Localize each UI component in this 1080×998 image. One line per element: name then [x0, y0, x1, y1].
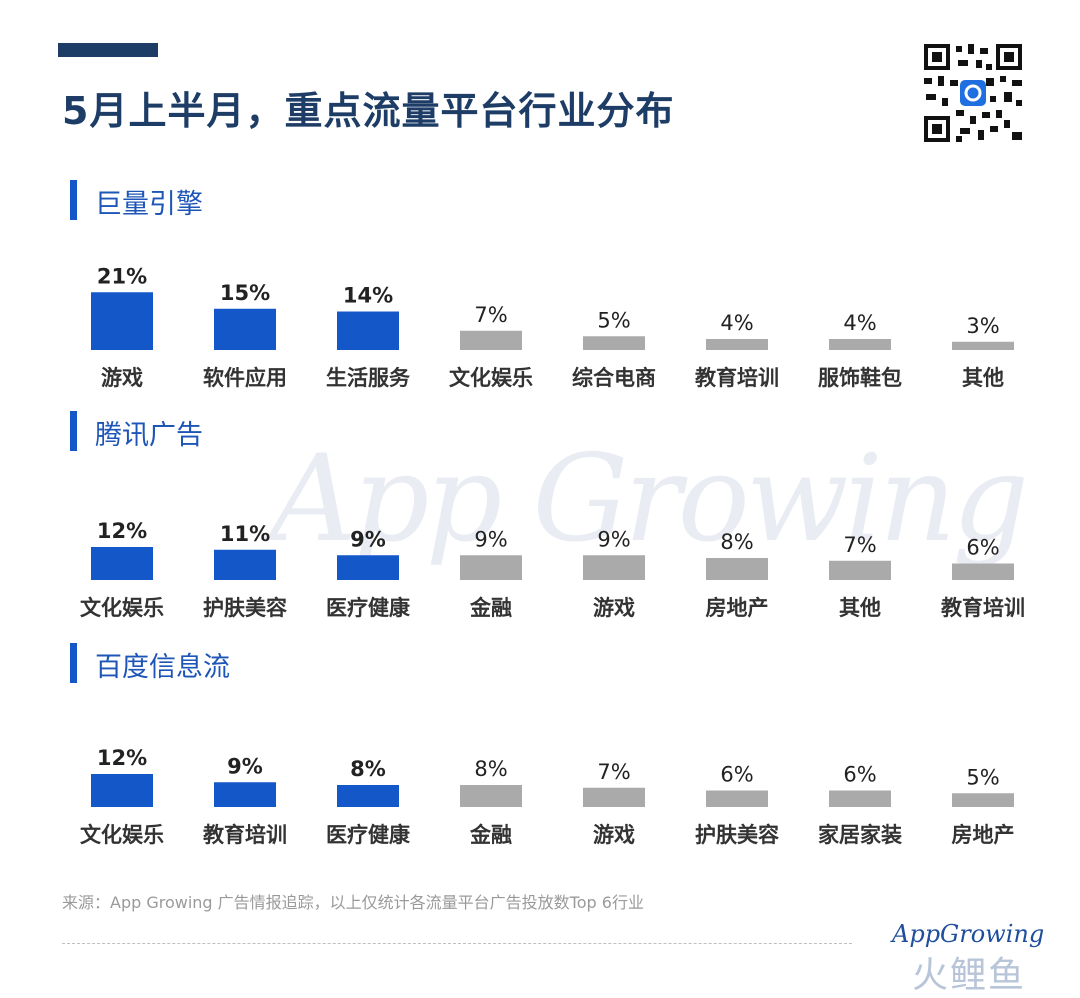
data-label: 9% [350, 527, 386, 551]
category-label: 游戏 [593, 596, 635, 620]
category-label: 房地产 [952, 823, 1015, 847]
chart-baidu: 12% 文化娱乐 9% 教育培训 8% 医疗健康 8% 金融 7% 游戏 6% 护肤美容 6% 家居家装 5… [0, 707, 1080, 855]
bar-房地产 [952, 793, 1014, 807]
bar-教育培训 [952, 563, 1014, 580]
brand-logo-secondary: 火鲤鱼 [912, 955, 1027, 996]
footer-divider [62, 943, 852, 944]
category-label: 家居家装 [818, 823, 902, 847]
category-label: 文化娱乐 [80, 823, 164, 847]
bar-金融 [460, 555, 522, 580]
data-label: 11% [220, 522, 270, 546]
bar-游戏 [583, 555, 645, 580]
data-label: 15% [220, 281, 270, 305]
bar-软件应用 [214, 308, 276, 350]
data-label: 5% [966, 765, 999, 789]
section-title: 百度信息流 [95, 652, 230, 683]
data-label: 7% [843, 533, 876, 557]
category-label: 生活服务 [326, 366, 411, 390]
bar-游戏 [583, 787, 645, 807]
category-label: 教育培训 [695, 366, 779, 390]
data-label: 14% [343, 284, 393, 308]
data-label: 3% [966, 314, 999, 338]
bar-金融 [460, 785, 522, 807]
data-label: 8% [474, 757, 507, 781]
category-label: 其他 [839, 596, 881, 620]
qr-code [920, 40, 1026, 146]
bar-护肤美容 [706, 790, 768, 807]
bar-服饰鞋包 [829, 339, 891, 350]
bar-游戏 [91, 292, 153, 350]
data-label: 7% [474, 303, 507, 327]
category-label: 教育培训 [203, 823, 287, 847]
data-label: 8% [720, 530, 753, 554]
data-label: 7% [597, 760, 630, 784]
bar-教育培训 [214, 782, 276, 807]
data-label: 9% [597, 527, 630, 551]
bar-文化娱乐 [460, 330, 522, 350]
chart-tencent: 12% 文化娱乐 11% 护肤美容 9% 医疗健康 9% 金融 9% 游戏 8% 房地产 7% 其他 6% 教… [0, 480, 1080, 628]
bar-家居家装 [829, 790, 891, 807]
bar-文化娱乐 [91, 774, 153, 807]
bar-护肤美容 [214, 549, 276, 580]
category-label: 护肤美容 [695, 823, 779, 847]
source-note: 来源：App Growing 广告情报追踪，以上仅统计各流量平台广告投放数Top… [62, 893, 644, 912]
category-label: 金融 [469, 596, 512, 620]
category-label: 金融 [469, 823, 512, 847]
data-label: 12% [97, 746, 147, 770]
bar-文化娱乐 [91, 547, 153, 580]
category-label: 游戏 [593, 823, 635, 847]
data-label: 5% [597, 308, 630, 332]
data-label: 21% [97, 264, 147, 288]
bar-医疗健康 [337, 555, 399, 580]
bar-其他 [952, 341, 1014, 350]
category-label: 文化娱乐 [80, 596, 164, 620]
bar-生活服务 [337, 311, 399, 350]
data-label: 8% [350, 757, 386, 781]
data-label: 9% [474, 527, 507, 551]
bar-医疗健康 [337, 785, 399, 807]
bar-综合电商 [583, 336, 645, 350]
page-title: 5月上半月，重点流量平台行业分布 [62, 89, 675, 133]
category-label: 其他 [962, 366, 1004, 390]
data-label: 4% [843, 311, 876, 335]
category-label: 软件应用 [203, 366, 287, 390]
data-label: 4% [720, 311, 753, 335]
category-label: 教育培训 [941, 596, 1025, 620]
section-title: 巨量引擎 [95, 189, 203, 220]
data-label: 9% [227, 754, 263, 778]
section-marker [70, 411, 77, 451]
category-label: 综合电商 [572, 366, 656, 390]
bar-其他 [829, 560, 891, 580]
bar-房地产 [706, 558, 768, 580]
data-label: 6% [720, 763, 753, 787]
chart-juliang: 21% 游戏 15% 软件应用 14% 生活服务 7% 文化娱乐 5% 综合电商 4% 教育培训 4% 服… [0, 250, 1080, 398]
category-label: 护肤美容 [203, 596, 287, 620]
category-label: 文化娱乐 [449, 366, 533, 390]
brand-logo: AppGrowing [892, 920, 1045, 948]
category-label: 医疗健康 [326, 823, 411, 847]
watermark: App Growing [270, 430, 1029, 569]
data-label: 6% [966, 536, 999, 560]
title-accent-bar [58, 43, 158, 57]
data-label: 12% [97, 519, 147, 543]
category-label: 游戏 [101, 366, 143, 390]
data-label: 6% [843, 763, 876, 787]
category-label: 医疗健康 [326, 596, 411, 620]
category-label: 房地产 [706, 596, 769, 620]
category-label: 服饰鞋包 [818, 366, 902, 390]
bar-教育培训 [706, 339, 768, 350]
section-marker [70, 643, 77, 683]
section-marker [70, 180, 77, 220]
section-title: 腾讯广告 [95, 420, 203, 451]
